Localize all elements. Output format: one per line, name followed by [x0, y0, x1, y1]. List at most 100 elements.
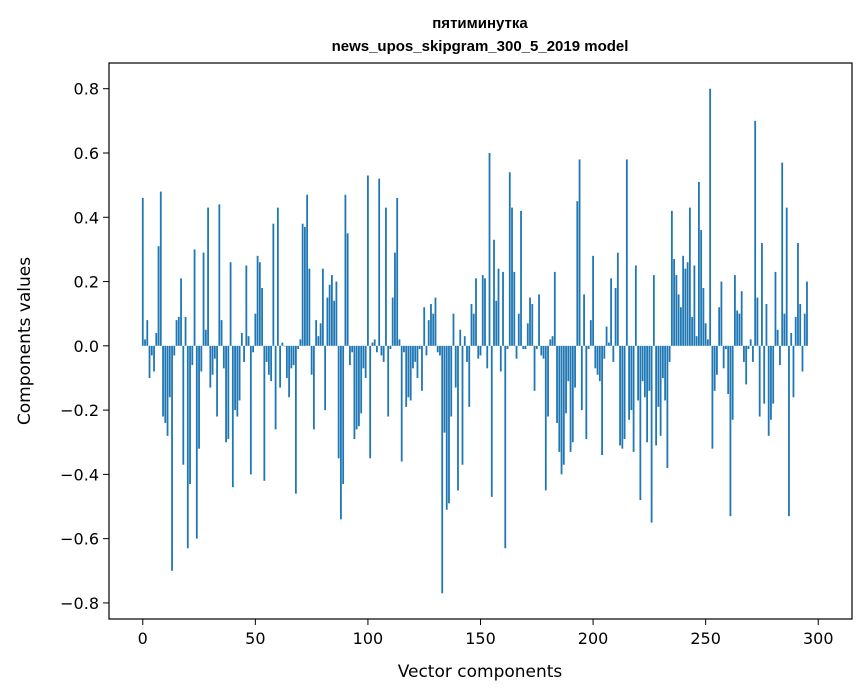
bar: [779, 345, 781, 366]
bar: [490, 345, 493, 497]
bar: [355, 345, 358, 430]
bar: [439, 345, 441, 356]
bar: [382, 345, 385, 362]
bar: [603, 345, 606, 359]
bar: [218, 204, 221, 346]
x-tick-label: 200: [578, 629, 609, 648]
bar: [412, 345, 414, 369]
bar: [369, 345, 372, 459]
bar: [628, 345, 630, 420]
bar: [479, 345, 482, 356]
bar: [319, 323, 322, 346]
bar: [610, 278, 612, 346]
bar: [310, 345, 313, 375]
chart-subtitle: news_upos_skipgram_300_5_2019 model: [332, 38, 629, 55]
bar: [389, 345, 392, 350]
bar: [725, 345, 727, 350]
bar: [470, 304, 473, 346]
bar: [398, 339, 401, 346]
bar: [515, 345, 518, 359]
bar: [342, 345, 345, 485]
bar: [472, 313, 475, 346]
bar: [454, 345, 457, 388]
bar: [189, 345, 191, 485]
bar: [184, 316, 187, 346]
bar: [303, 226, 306, 346]
bar: [400, 345, 403, 462]
y-tick-label: 0.4: [74, 208, 99, 227]
bar: [745, 345, 748, 385]
x-axis-ticks: 0 50 100 150 200 250 300: [138, 619, 834, 648]
bars-group: [141, 88, 808, 594]
bar: [180, 278, 182, 346]
bar: [450, 345, 453, 417]
bar: [740, 291, 743, 346]
bar: [790, 332, 793, 346]
bar: [234, 345, 236, 411]
bar: [434, 297, 437, 346]
bar: [803, 313, 806, 346]
bar: [457, 345, 459, 491]
bar: [195, 345, 198, 539]
bar: [301, 223, 304, 346]
bar: [290, 345, 293, 369]
bar: [484, 278, 486, 346]
bar: [391, 297, 394, 346]
bar: [200, 345, 203, 372]
bar: [227, 345, 230, 440]
bar: [736, 310, 739, 346]
bar: [346, 233, 349, 346]
bar: [657, 345, 660, 407]
bar: [765, 304, 768, 346]
bar: [806, 281, 808, 346]
bar: [261, 287, 263, 346]
bar: [641, 345, 644, 382]
bar: [677, 294, 680, 346]
bar: [254, 313, 257, 346]
bar: [567, 345, 570, 382]
bar: [538, 294, 540, 346]
bar: [229, 262, 232, 346]
bar: [544, 345, 547, 491]
bar: [558, 345, 561, 452]
bar: [508, 172, 511, 346]
bar: [562, 345, 565, 465]
bar: [616, 252, 619, 346]
bar: [493, 239, 495, 346]
bar: [499, 345, 502, 372]
bar: [799, 304, 802, 346]
bar: [587, 345, 590, 350]
bar: [340, 345, 342, 520]
bar: [285, 345, 288, 378]
bar: [150, 345, 153, 356]
bar: [267, 345, 270, 375]
bar: [213, 345, 216, 359]
bar: [770, 345, 772, 420]
x-tick-label: 0: [138, 629, 148, 648]
bar: [407, 345, 410, 398]
bar: [761, 242, 763, 346]
bar: [198, 345, 200, 449]
bar: [191, 345, 194, 366]
bar: [502, 271, 504, 346]
y-axis-ticks: −0.8 −0.6 −0.4 −0.2 0.0 0.2 0.4 0.6 0.8: [60, 80, 109, 613]
bar: [752, 345, 754, 362]
bar: [734, 275, 736, 346]
bar: [648, 345, 651, 391]
bar: [270, 345, 273, 382]
bar: [373, 339, 376, 346]
bar: [589, 320, 592, 346]
bar: [605, 326, 608, 346]
bar: [763, 345, 766, 404]
bar: [668, 345, 671, 362]
bar: [222, 345, 225, 369]
bar: [718, 307, 721, 346]
bar: [524, 345, 527, 350]
bar: [601, 345, 603, 456]
bar: [729, 345, 732, 517]
bar: [297, 345, 300, 350]
bar: [475, 278, 477, 346]
bar: [299, 339, 302, 346]
bar: [263, 345, 266, 481]
bar: [722, 345, 725, 369]
